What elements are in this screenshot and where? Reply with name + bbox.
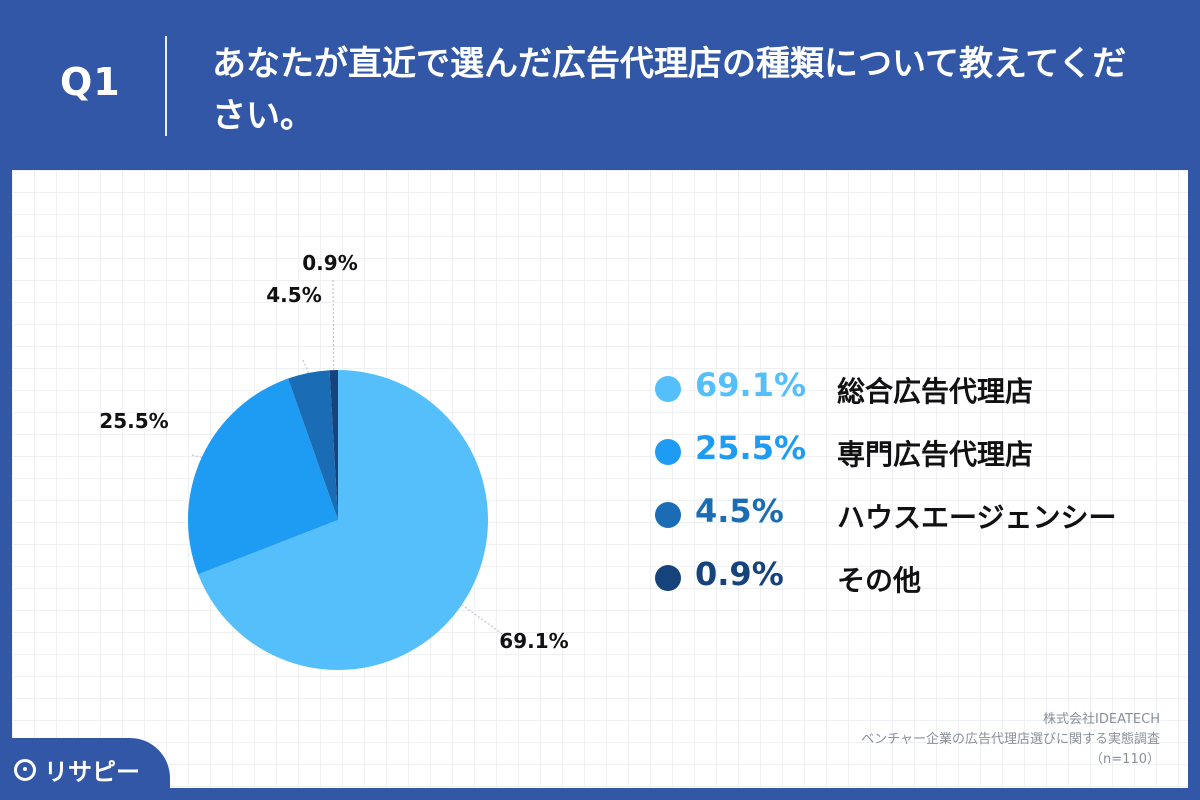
- legend: 69.1% 総合広告代理店 25.5% 専門広告代理店 4.5% ハウスエージェ…: [655, 360, 1155, 612]
- legend-item-general-agency: 69.1% 総合広告代理店: [655, 360, 1155, 423]
- legend-item-house-agency: 4.5% ハウスエージェンシー: [655, 486, 1155, 549]
- question-label: Q1: [60, 60, 121, 104]
- legend-dot-icon: [655, 376, 681, 402]
- data-label-other: 0.9%: [302, 251, 357, 275]
- leader-line: [461, 604, 523, 649]
- header-divider: [165, 36, 167, 136]
- data-label-general-agency: 69.1%: [499, 629, 568, 653]
- source-company: 株式会社IDEATECH: [1043, 712, 1160, 727]
- pie-chart: 69.1% 25.5% 4.5% 0.9%: [99, 251, 569, 670]
- legend-dot-icon: [655, 439, 681, 465]
- brand-logo-text: リサピー: [44, 758, 140, 786]
- legend-dot-icon: [655, 502, 681, 528]
- brand-logo: リサピー: [14, 752, 140, 787]
- legend-label: ハウスエージェンシー: [837, 501, 1117, 534]
- question-title: あなたが直近で選んだ広告代理店の種類について教えてください。: [212, 44, 1127, 136]
- data-label-specialized-agency: 25.5%: [99, 409, 168, 433]
- legend-label: 総合広告代理店: [837, 375, 1034, 408]
- pie-slice-other: [329, 370, 338, 520]
- source-survey: ベンチャー企業の広告代理店選びに関する実態調査: [861, 732, 1160, 747]
- header: Q1 あなたが直近で選んだ広告代理店の種類について教えてください。: [0, 0, 1200, 170]
- legend-percent: 69.1%: [695, 366, 807, 404]
- legend-label: その他: [837, 564, 922, 597]
- leader-line: [191, 454, 202, 458]
- chart-panel: [12, 170, 1188, 788]
- source-sample-size: （n=110）: [1090, 752, 1160, 767]
- legend-item-specialized-agency: 25.5% 専門広告代理店: [655, 423, 1155, 486]
- pie-slice-specialized-agency: [188, 378, 338, 575]
- legend-percent: 25.5%: [695, 429, 807, 467]
- legend-label: 専門広告代理店: [837, 438, 1034, 471]
- legend-percent: 4.5%: [695, 492, 784, 530]
- pie-slice-house-agency: [288, 370, 338, 520]
- legend-item-other: 0.9% その他: [655, 549, 1155, 612]
- pie-slice-general-agency: [198, 370, 488, 670]
- leader-line: [302, 359, 309, 374]
- legend-percent: 0.9%: [695, 555, 784, 593]
- pin-icon: [14, 758, 36, 781]
- data-label-house-agency: 4.5%: [266, 283, 321, 307]
- legend-dot-icon: [655, 565, 681, 591]
- leader-line: [332, 279, 335, 371]
- source-note: 株式会社IDEATECH ベンチャー企業の広告代理店選びに関する実態調査 （n=…: [740, 710, 1160, 770]
